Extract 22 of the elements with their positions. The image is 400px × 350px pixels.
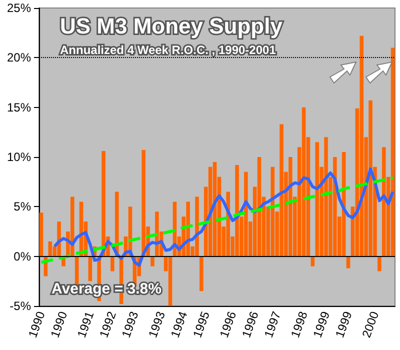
y-tick-label: 15% [6, 100, 32, 114]
x-tick-label: 1999 [332, 309, 355, 340]
x-tick-label: 1993 [146, 309, 168, 340]
x-tick-label: 1992 [96, 309, 120, 340]
chart-title: US M3 Money Supply [60, 14, 284, 38]
x-tick-label: 1999 [310, 309, 333, 340]
y-tick-label: 20% [6, 50, 32, 65]
x-tick-label: 1995 [190, 309, 213, 340]
x-tick-label: 1990 [48, 309, 70, 340]
x-tick-label: 2000 [359, 309, 382, 340]
x-tick-label: 1991 [74, 309, 97, 340]
x-tick-label: 1996 [216, 309, 240, 340]
y-tick-label: 0% [14, 249, 32, 264]
y-tick-label: 5% [14, 200, 32, 214]
x-tick-label: 1994 [168, 309, 190, 340]
text: Annualized 4 Week R.O.C. , 1990-2001 [60, 43, 276, 57]
y-tick-label: 10% [6, 150, 32, 164]
y-tick-label: 25% [6, 1, 32, 15]
x-tick-label: 1998 [288, 309, 310, 340]
x-tick-label: 1993 [118, 309, 142, 340]
x-tick-label: 1996 [239, 309, 262, 340]
x-tick-label: 1997 [261, 309, 284, 340]
